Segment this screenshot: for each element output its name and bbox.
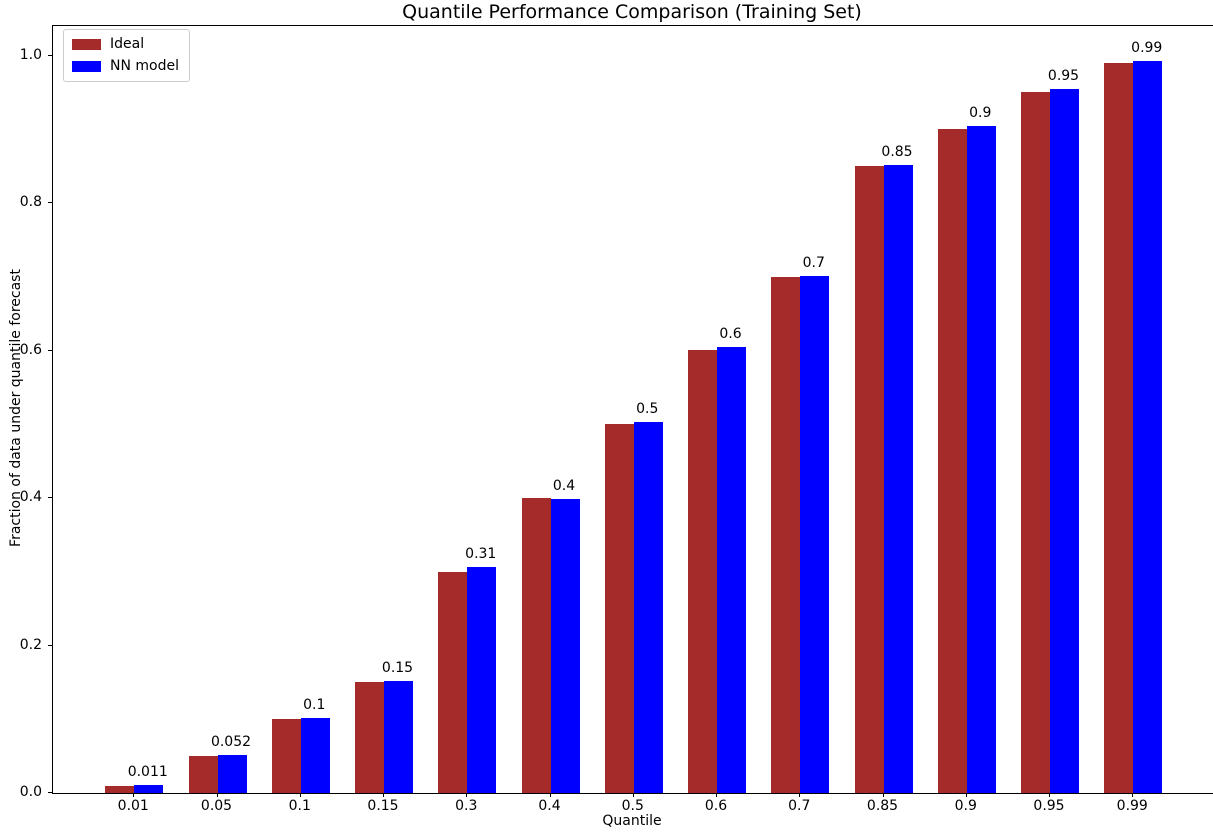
- bar-value-label: 0.4: [552, 478, 576, 495]
- legend-label: NN model: [110, 58, 179, 74]
- y-tick-label: 1.0: [19, 46, 42, 63]
- x-tick-mark: [133, 793, 135, 797]
- y-tick-mark: [48, 644, 52, 646]
- bar-value-label: 0.31: [465, 545, 497, 562]
- bar-nn-model-0.9: [966, 126, 996, 793]
- bar-ideal-0.5: [604, 424, 634, 793]
- x-tick-mark: [549, 793, 551, 797]
- bar-value-label: 0.15: [381, 659, 414, 676]
- bar-ideal-0.3: [438, 572, 468, 793]
- bar-nn-model-0.4: [550, 499, 580, 793]
- x-tick-mark: [632, 793, 634, 797]
- bar-ideal-0.99: [1104, 63, 1134, 793]
- x-tick-mark: [383, 793, 384, 797]
- bar-nn-model-0.1: [300, 718, 330, 793]
- bar-nn-model-0.3: [467, 567, 497, 793]
- x-tick-mark: [882, 793, 884, 797]
- x-tick-label: 0.3: [455, 798, 478, 814]
- bar-value-label: 0.9: [969, 105, 992, 122]
- bar-ideal-0.9: [937, 129, 967, 793]
- legend-swatch-icon: [72, 61, 101, 72]
- bar-nn-model-0.99: [1133, 61, 1163, 793]
- legend-item-nn-model: NN model: [72, 58, 179, 75]
- x-tick-mark: [466, 793, 468, 797]
- bar-value-label: 0.1: [303, 696, 326, 713]
- legend-item-ideal: Ideal: [72, 36, 179, 53]
- x-tick-label: 0.95: [1033, 798, 1065, 814]
- bar-ideal-0.6: [688, 350, 717, 793]
- bar-ideal-0.4: [521, 498, 551, 793]
- y-tick-label: 0.6: [19, 341, 42, 358]
- bar-ideal-0.7: [771, 277, 801, 793]
- chart-title: Quantile Performance Comparison (Trainin…: [402, 1, 862, 23]
- x-tick-label: 0.01: [117, 798, 149, 814]
- x-tick-label: 0.05: [200, 798, 233, 814]
- bar-nn-model-0.7: [800, 276, 830, 793]
- x-tick-label: 0.15: [367, 798, 399, 814]
- y-tick-mark: [48, 349, 52, 351]
- bar-nn-model-0.5: [633, 422, 663, 793]
- x-tick-label: 0.85: [866, 798, 899, 814]
- bar-nn-model-0.6: [717, 347, 746, 793]
- bar-value-label: 0.95: [1047, 67, 1080, 84]
- plot-area: [52, 25, 1213, 794]
- x-tick-label: 0.9: [954, 798, 977, 814]
- y-tick-label: 0.2: [19, 636, 42, 653]
- y-tick-mark: [48, 792, 52, 793]
- x-tick-mark: [716, 793, 717, 797]
- bar-nn-model-0.95: [1050, 89, 1079, 793]
- bar-ideal-0.05: [188, 756, 218, 793]
- bar-ideal-0.85: [854, 166, 884, 793]
- bar-value-label: 0.85: [881, 143, 913, 160]
- y-axis-label: Fraction of data under quantile forecast: [8, 269, 24, 547]
- x-tick-mark: [216, 793, 218, 797]
- bar-ideal-0.15: [355, 682, 384, 793]
- legend-label: Ideal: [110, 36, 145, 52]
- x-tick-mark: [965, 793, 967, 797]
- y-tick-label: 0.8: [19, 194, 42, 210]
- bar-ideal-0.01: [105, 786, 135, 793]
- bar-nn-model-0.05: [217, 755, 247, 793]
- x-tick-label: 0.6: [704, 798, 728, 814]
- bar-value-label: 0.6: [719, 325, 742, 342]
- bar-value-label: 0.7: [802, 255, 825, 271]
- x-tick-mark: [1049, 793, 1050, 797]
- y-tick-label: 0.4: [19, 489, 42, 505]
- bar-nn-model-0.85: [883, 165, 913, 793]
- x-tick-mark: [1132, 793, 1134, 797]
- bar-nn-model-0.15: [384, 681, 413, 793]
- y-tick-mark: [48, 54, 52, 56]
- x-tick-label: 0.7: [788, 798, 811, 814]
- y-tick-label: 0.0: [19, 784, 42, 800]
- legend: Ideal NN model: [63, 29, 190, 82]
- y-tick-mark: [48, 497, 52, 498]
- x-tick-label: 0.1: [288, 798, 311, 814]
- bar-ideal-0.95: [1021, 92, 1050, 793]
- bar-value-label: 0.052: [210, 733, 252, 750]
- y-tick-mark: [48, 202, 52, 203]
- bar-value-label: 0.99: [1131, 40, 1163, 57]
- bar-ideal-0.1: [271, 719, 301, 793]
- bar-value-label: 0.011: [127, 763, 168, 780]
- legend-swatch-icon: [72, 39, 101, 50]
- x-axis-label: Quantile: [602, 813, 662, 829]
- x-tick-mark: [799, 793, 801, 797]
- x-tick-label: 0.99: [1116, 798, 1148, 814]
- x-tick-mark: [299, 793, 301, 797]
- x-tick-label: 0.5: [621, 798, 644, 814]
- bar-nn-model-0.01: [134, 785, 164, 793]
- bar-value-label: 0.5: [636, 401, 659, 418]
- x-tick-label: 0.4: [538, 798, 561, 814]
